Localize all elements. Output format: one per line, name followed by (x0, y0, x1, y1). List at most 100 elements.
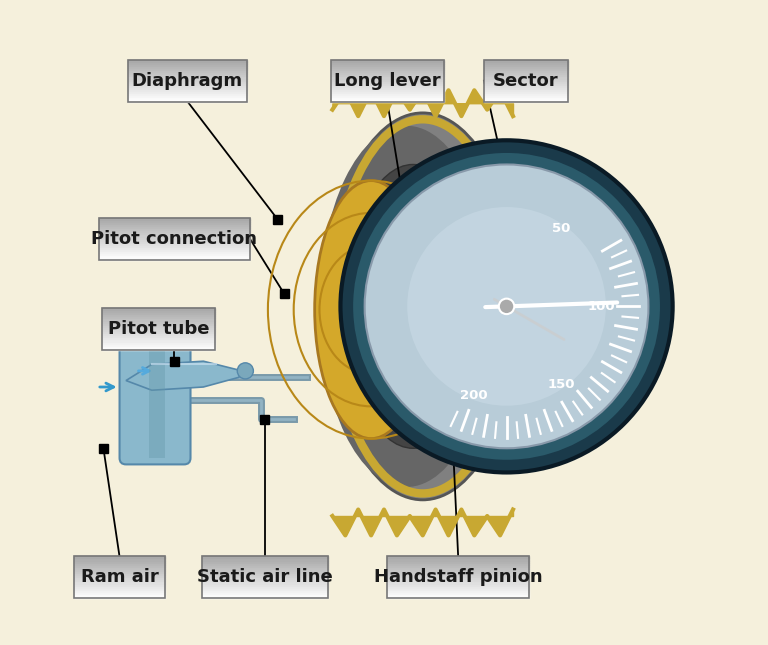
Bar (102, 321, 215, 322)
Bar (331, 99, 444, 101)
Ellipse shape (407, 207, 606, 406)
Text: Static air line: Static air line (197, 568, 333, 586)
Bar (98, 230, 250, 232)
Bar (331, 70, 444, 72)
Bar (387, 592, 529, 594)
Bar (387, 594, 529, 596)
Bar (331, 97, 444, 99)
Bar (98, 249, 250, 251)
Bar (415, 295, 424, 304)
Bar (102, 337, 215, 339)
Bar (74, 556, 164, 559)
Ellipse shape (237, 362, 253, 379)
Bar (127, 95, 247, 97)
Bar (202, 594, 328, 596)
Bar (202, 562, 328, 565)
Ellipse shape (340, 141, 673, 472)
Bar (202, 584, 328, 586)
FancyBboxPatch shape (416, 397, 449, 435)
Bar (387, 584, 529, 586)
Bar (484, 70, 568, 72)
Bar (74, 594, 164, 596)
Bar (127, 81, 247, 83)
Bar (127, 97, 247, 99)
Bar (127, 66, 247, 68)
Bar (127, 89, 247, 91)
Bar (102, 327, 215, 329)
Bar (98, 218, 250, 220)
Bar (74, 571, 164, 573)
Bar (387, 567, 529, 569)
Bar (74, 567, 164, 569)
Polygon shape (126, 361, 242, 390)
Bar (202, 561, 328, 562)
Bar (99, 444, 108, 453)
Bar (102, 312, 215, 314)
Text: 150: 150 (548, 378, 574, 391)
Bar (484, 62, 568, 64)
Bar (98, 222, 250, 224)
Bar (74, 562, 164, 565)
Bar (102, 335, 215, 337)
Bar (202, 579, 328, 582)
Bar (273, 215, 282, 224)
Bar (98, 237, 250, 239)
Bar (74, 579, 164, 582)
Bar (127, 70, 247, 72)
Bar (98, 232, 250, 234)
Bar (331, 93, 444, 95)
Text: 50: 50 (552, 222, 571, 235)
Bar (202, 577, 328, 579)
Bar (484, 66, 568, 68)
Bar (387, 559, 529, 561)
Bar (484, 84, 568, 87)
Ellipse shape (352, 152, 661, 461)
Bar (484, 89, 568, 91)
Bar (127, 68, 247, 70)
Bar (331, 87, 444, 89)
Ellipse shape (319, 126, 494, 487)
Bar (202, 565, 328, 567)
Bar (98, 241, 250, 243)
Bar (331, 84, 444, 87)
Bar (74, 575, 164, 577)
Bar (202, 596, 328, 599)
Bar (98, 220, 250, 222)
Bar (102, 331, 215, 333)
Bar (102, 342, 215, 344)
Bar (74, 573, 164, 575)
Bar (102, 348, 215, 350)
Bar (74, 582, 164, 584)
Bar (484, 97, 568, 99)
Bar (202, 592, 328, 594)
Bar (202, 590, 328, 592)
Bar (331, 89, 444, 91)
Bar (202, 575, 328, 577)
Bar (387, 577, 529, 579)
Bar (331, 95, 444, 97)
Bar (331, 62, 444, 64)
Bar (102, 322, 215, 325)
Bar (447, 415, 456, 424)
Bar (98, 239, 250, 241)
Bar (127, 72, 247, 74)
Bar (102, 317, 215, 319)
Ellipse shape (362, 290, 381, 329)
FancyBboxPatch shape (148, 348, 164, 458)
Bar (331, 91, 444, 93)
Bar (484, 95, 568, 97)
Bar (387, 588, 529, 590)
Bar (387, 596, 529, 599)
Bar (484, 79, 568, 81)
Bar (202, 569, 328, 571)
Bar (127, 87, 247, 89)
Bar (331, 74, 444, 77)
Ellipse shape (346, 164, 481, 448)
Bar (74, 569, 164, 571)
Bar (127, 77, 247, 79)
Ellipse shape (326, 113, 519, 500)
Bar (74, 592, 164, 594)
Bar (127, 74, 247, 77)
Bar (387, 562, 529, 565)
Bar (331, 83, 444, 84)
